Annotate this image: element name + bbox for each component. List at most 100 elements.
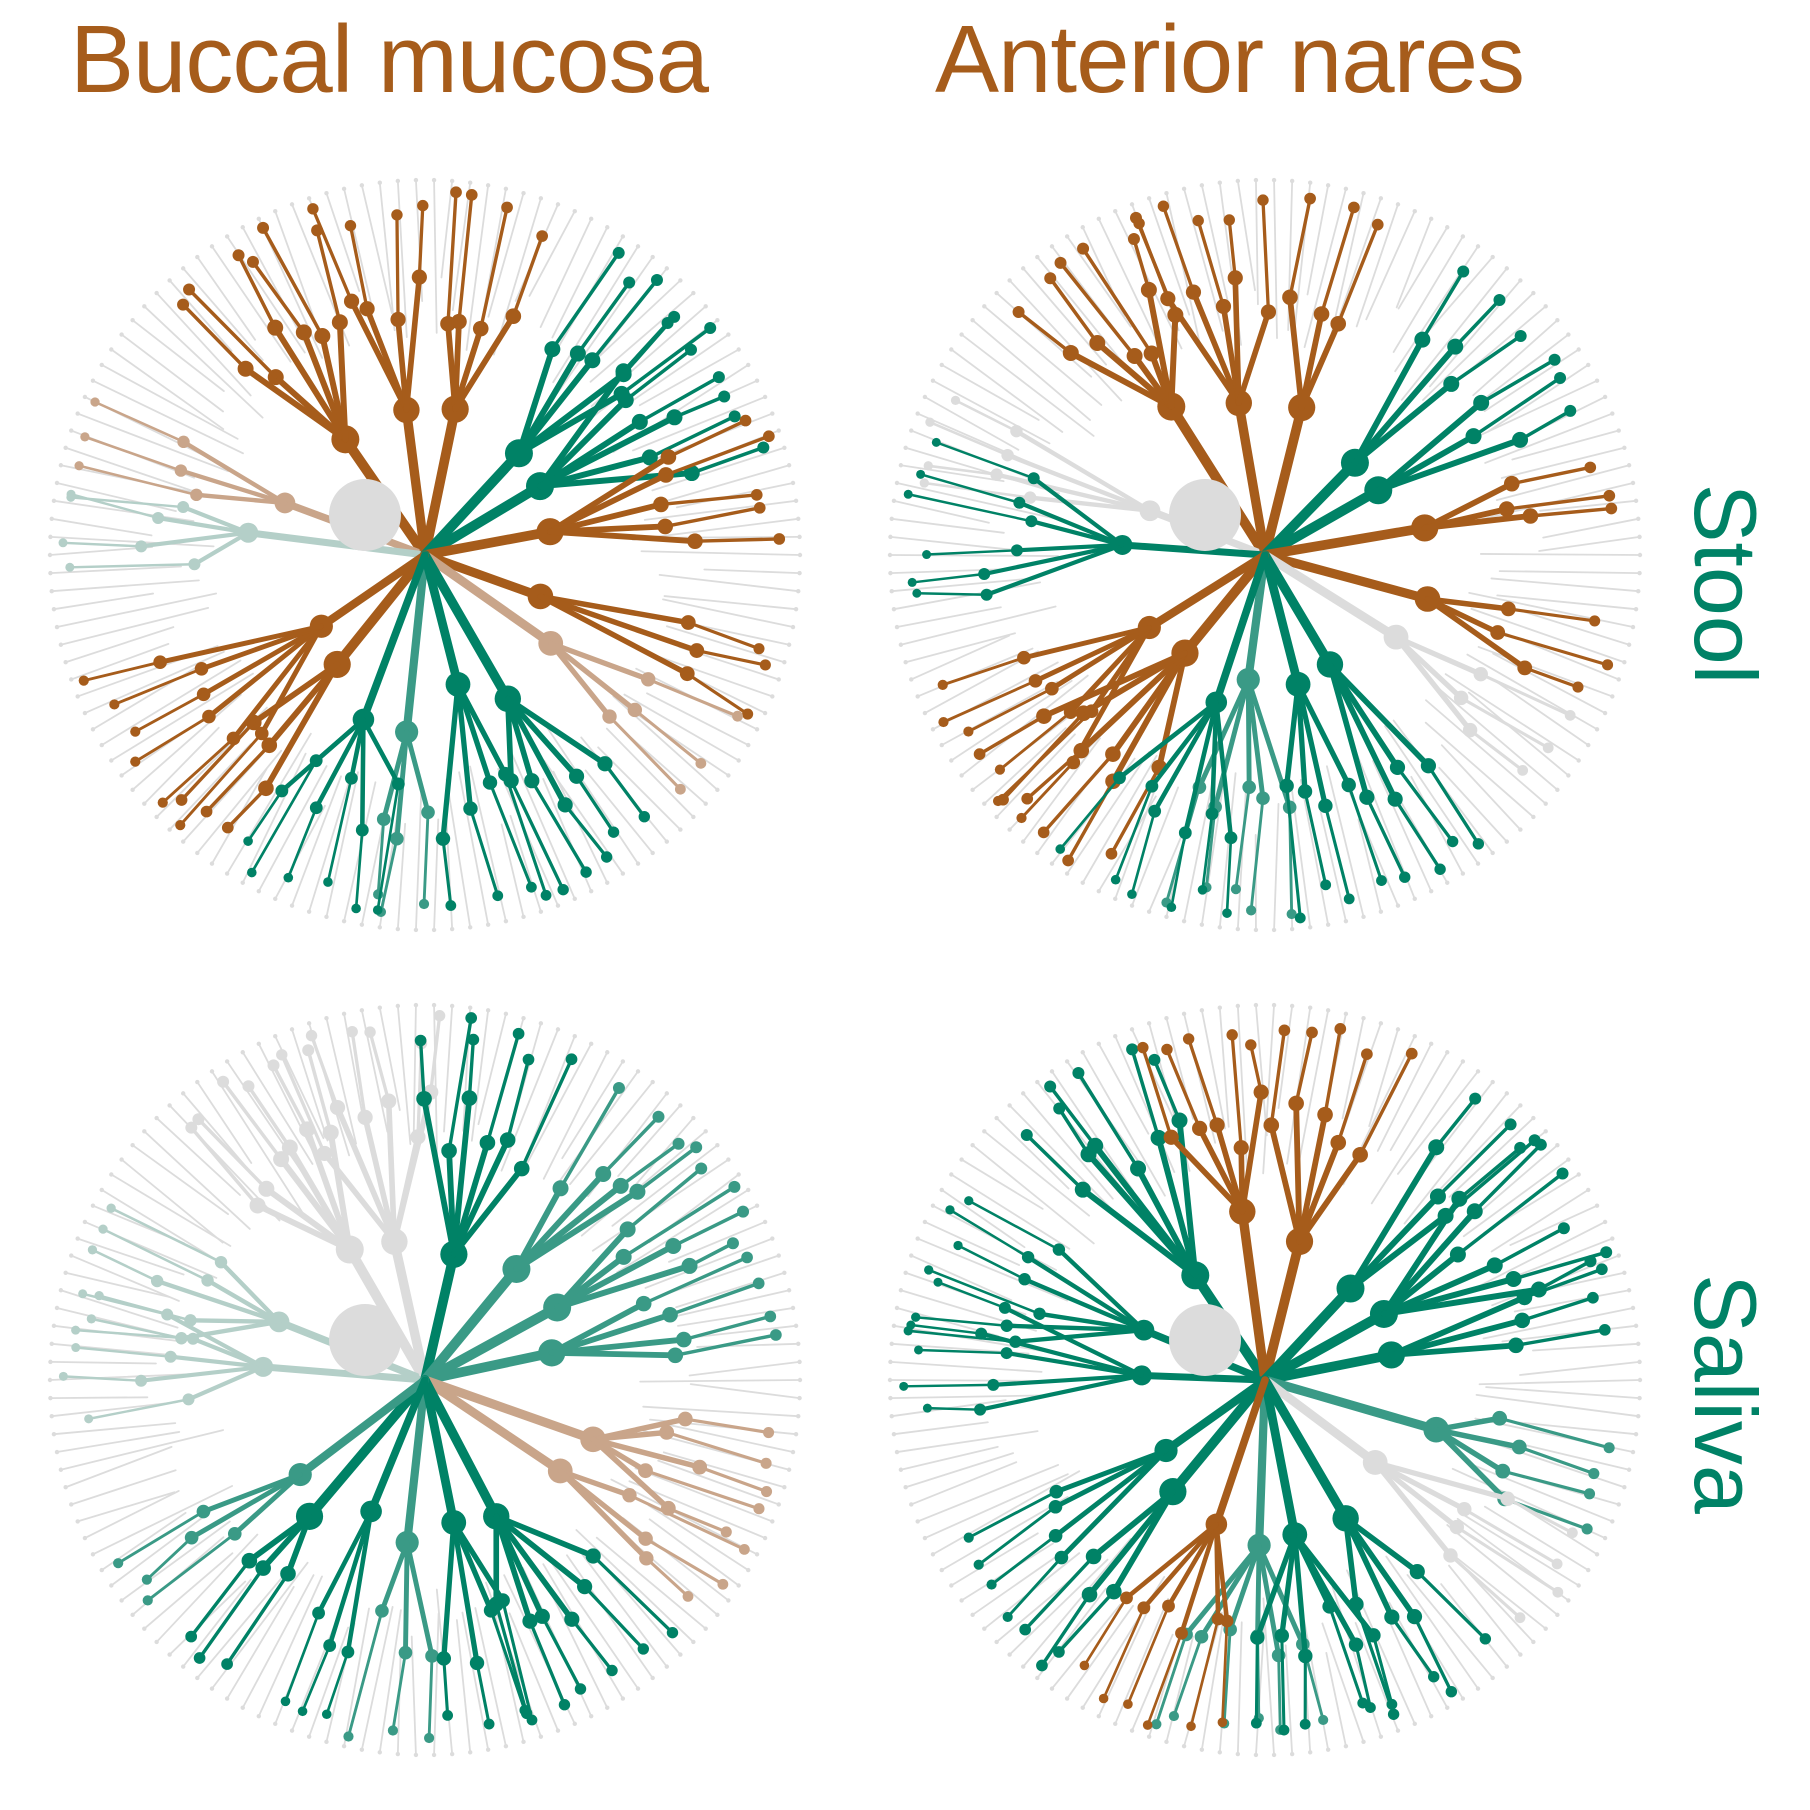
leaf-node: [678, 278, 683, 283]
leaf-edge: [899, 605, 1057, 646]
leaf-node: [1148, 1053, 1161, 1066]
leaf-node: [903, 660, 908, 665]
leaf-edge: [1083, 1596, 1128, 1667]
leaf-edge: [50, 1342, 178, 1357]
leaf-node: [273, 209, 278, 214]
leaf-edge: [1446, 1549, 1547, 1630]
leaf-edge: [246, 789, 284, 843]
branch-edge: [1237, 1206, 1270, 1385]
leaf-node: [1054, 256, 1067, 269]
leaf-edge: [617, 1104, 682, 1177]
leaf-node: [84, 1414, 94, 1424]
leaf-edge: [665, 625, 786, 664]
branch-edge: [1025, 1254, 1147, 1333]
leaf-edge: [643, 499, 797, 521]
branch-edge: [1298, 311, 1325, 411]
leaf-edge: [1468, 728, 1525, 772]
leaf-edge: [182, 267, 264, 361]
leaf-node: [1622, 1270, 1627, 1275]
leaf-edge: [77, 464, 198, 497]
leaf-edge: [1328, 1604, 1365, 1705]
leaf-node: [51, 1323, 57, 1329]
leaf-node: [1412, 1721, 1417, 1726]
row-title-saliva: Saliva: [1676, 1274, 1775, 1514]
leaf-edge: [1306, 184, 1330, 296]
leaf-edge: [485, 1032, 521, 1145]
leaf-edge: [1522, 1267, 1604, 1300]
leaf-node: [1543, 1129, 1548, 1134]
leaf-edge: [1385, 1555, 1479, 1690]
leaf-edge: [311, 207, 354, 303]
leaf-node: [933, 1277, 943, 1287]
leaf-node: [1412, 896, 1417, 901]
branch-edge: [259, 1363, 429, 1384]
leaf-node: [1636, 1413, 1641, 1419]
branch-edge: [1433, 1426, 1506, 1474]
leaf-edge: [1420, 269, 1465, 342]
leaf-node: [949, 1172, 954, 1177]
leaf-edge: [261, 226, 325, 338]
leaf-edge: [1433, 1104, 1522, 1196]
leaf-node: [1636, 516, 1641, 522]
leaf-node: [741, 1251, 753, 1264]
leaf-node: [468, 1005, 473, 1010]
leaf-edge: [581, 1553, 668, 1668]
branch-edge: [452, 318, 462, 413]
leaf-node: [485, 183, 491, 188]
branch-edge: [1292, 1532, 1333, 1610]
leaf-edge: [1412, 1614, 1453, 1694]
leaf-node: [1514, 1141, 1527, 1154]
leaf-edge: [1325, 1651, 1347, 1748]
leaf-node: [1626, 1288, 1632, 1293]
leaf-edge: [1410, 775, 1464, 875]
leaf-edge: [1365, 210, 1416, 321]
branch-edge: [984, 542, 1125, 597]
branch-edge: [1424, 596, 1528, 671]
leaf-node: [715, 1142, 720, 1148]
leaf-node: [982, 304, 987, 309]
leaf-node: [82, 1535, 88, 1541]
leaf-node: [359, 1747, 365, 1752]
leaf-edge: [1456, 1171, 1565, 1257]
leaf-node: [193, 1652, 206, 1664]
leaf-node: [1554, 371, 1567, 384]
leaf-edge: [211, 1070, 304, 1214]
leaf-node: [130, 317, 135, 323]
branch-edge: [361, 717, 401, 787]
leaf-edge: [619, 326, 712, 396]
leaf-node: [1555, 1612, 1560, 1618]
leaf-node: [922, 710, 928, 716]
leaf-edge: [971, 1144, 1095, 1245]
branch-edge: [157, 623, 324, 665]
leaf-node: [289, 903, 295, 908]
leaf-edge: [1514, 1328, 1607, 1348]
leaf-node: [796, 588, 801, 594]
leaf-node: [970, 787, 975, 793]
leaf-node: [256, 216, 262, 222]
leaf-node: [180, 1664, 186, 1669]
leaf-edge: [563, 803, 609, 859]
leaf-node: [620, 1696, 626, 1701]
branch-edge: [1138, 1371, 1269, 1384]
leaf-edge: [904, 1452, 1015, 1489]
leaf-node: [939, 1187, 944, 1193]
leaf-edge: [611, 1144, 719, 1227]
leaf-node: [1637, 1359, 1642, 1365]
leaf-node: [1080, 225, 1085, 230]
leaf-node: [899, 1381, 909, 1391]
leaf-edge: [440, 180, 454, 279]
leaf-edge: [1236, 1621, 1243, 1755]
leaf-edge: [665, 1430, 768, 1465]
leaf-edge: [465, 184, 490, 351]
branch-edge: [1260, 550, 1335, 670]
leaf-node: [1250, 1717, 1262, 1729]
leaf-node: [142, 1129, 147, 1134]
branch-edge: [199, 623, 324, 672]
leaf-node: [726, 1157, 731, 1162]
leaf-node: [232, 249, 245, 262]
leaf-node: [790, 1449, 796, 1455]
leaf-node: [1357, 1697, 1369, 1709]
leaf-edge: [659, 493, 759, 507]
leaf-edge: [607, 714, 682, 791]
leaf-node: [54, 1305, 60, 1311]
